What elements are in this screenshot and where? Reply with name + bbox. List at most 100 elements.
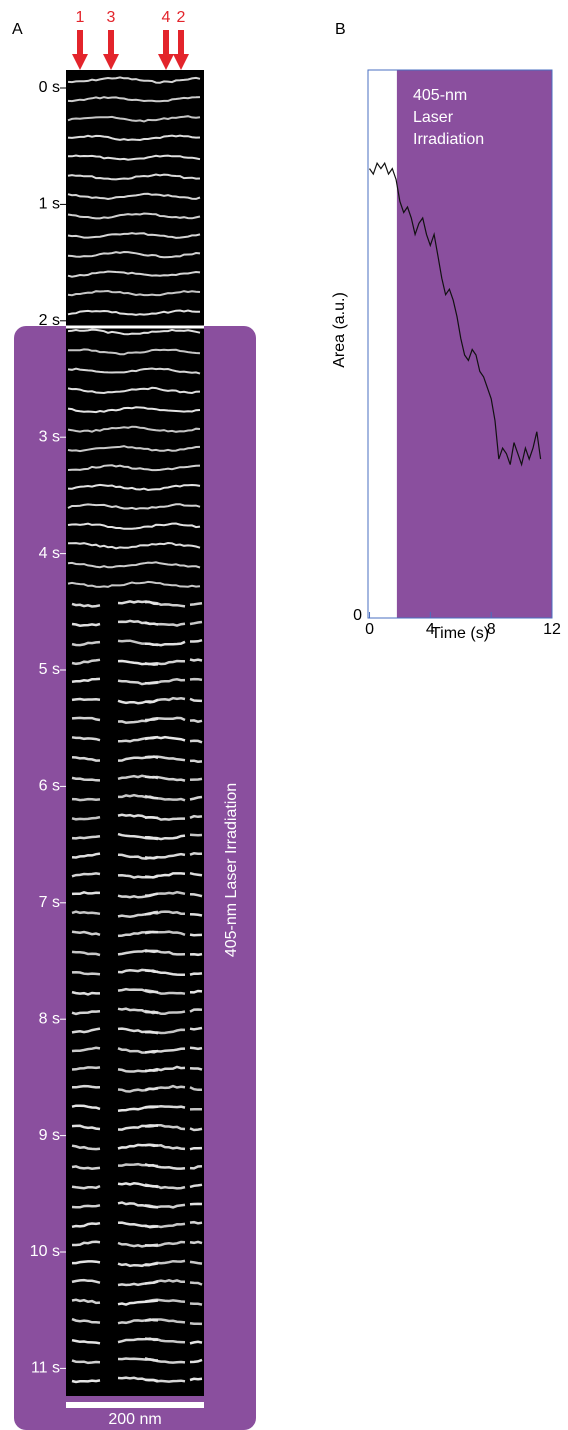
- kymograph-trace: [71, 872, 101, 878]
- kymograph-trace: [144, 1337, 186, 1344]
- kymograph-trace: [189, 777, 203, 782]
- arrow-label: 1: [76, 9, 85, 26]
- kymograph-trace: [189, 972, 203, 976]
- kymograph-trace: [67, 250, 201, 259]
- annotation: Irradiation: [413, 131, 484, 148]
- kymograph-trace: [71, 1317, 101, 1324]
- kymograph-trace: [71, 1084, 101, 1089]
- kymograph-trace: [189, 893, 203, 898]
- kymograph-trace: [189, 602, 203, 606]
- kymograph-trace: [67, 483, 201, 492]
- kymograph-trace: [71, 1046, 101, 1053]
- time-label: 9 s: [39, 1127, 60, 1144]
- kymograph-trace: [189, 1358, 203, 1364]
- kymograph-trace: [144, 735, 186, 742]
- kymograph-trace: [68, 541, 201, 550]
- kymograph-trace: [144, 1047, 186, 1054]
- kymograph-trace: [67, 96, 201, 103]
- kymograph-trace: [67, 76, 201, 84]
- kymograph-trace: [71, 1027, 101, 1034]
- kymograph-trace: [71, 658, 101, 666]
- kymograph-trace: [189, 1046, 203, 1051]
- kymograph-trace: [68, 348, 201, 356]
- kymograph-trace: [71, 835, 101, 840]
- kymograph-trace: [144, 1378, 186, 1383]
- kymograph-trace: [71, 1379, 101, 1384]
- time-label: 10 s: [30, 1243, 60, 1260]
- kymograph-trace: [71, 1184, 101, 1190]
- kymograph-trace: [144, 930, 186, 936]
- kymograph-trace: [189, 852, 202, 856]
- kymograph-trace: [67, 270, 201, 278]
- kymograph-trace: [71, 755, 101, 762]
- kymograph-trace: [67, 580, 201, 588]
- kymograph-trace: [71, 776, 101, 782]
- panel-label: A: [12, 21, 23, 38]
- time-label: 3 s: [39, 428, 60, 445]
- kymograph-trace: [144, 1065, 186, 1072]
- arrow: [103, 30, 119, 70]
- kymograph-trace: [189, 1322, 203, 1326]
- kymograph-trace: [72, 1240, 101, 1247]
- arrow-label: 3: [107, 9, 116, 26]
- kymograph-trace: [144, 600, 186, 608]
- kymograph-trace: [71, 1165, 101, 1170]
- kymograph-trace: [189, 620, 203, 626]
- annotation: Laser: [413, 109, 454, 126]
- kymograph-trace: [144, 852, 186, 860]
- kymograph-trace: [189, 759, 203, 763]
- kymograph-trace: [144, 988, 186, 995]
- kymograph-trace: [144, 1009, 186, 1016]
- kymograph-trace: [144, 1318, 186, 1324]
- x-tick-label: 4: [426, 621, 435, 638]
- kymograph-trace: [71, 1124, 101, 1131]
- kymograph-trace: [144, 659, 186, 666]
- kymograph-trace: [189, 1066, 203, 1071]
- kymograph-trace: [71, 890, 101, 896]
- kymograph-trace: [189, 1008, 203, 1013]
- kymograph-trace: [189, 913, 203, 917]
- kymograph-trace: [67, 309, 201, 316]
- kymograph-trace: [189, 952, 203, 957]
- kymograph-trace: [71, 736, 101, 742]
- kymograph-trace: [71, 1010, 101, 1016]
- time-label: 0 s: [39, 79, 60, 96]
- kymograph-trace: [71, 990, 100, 996]
- kymograph-trace: [144, 1028, 186, 1035]
- kymograph-trace: [144, 716, 186, 722]
- kymograph-trace: [144, 949, 186, 956]
- kymograph-trace: [71, 716, 101, 722]
- kymograph-trace: [67, 134, 201, 142]
- kymograph-trace: [71, 797, 101, 802]
- kymograph-trace: [67, 561, 201, 569]
- kymograph-trace: [71, 640, 101, 647]
- kymograph-trace: [144, 890, 186, 897]
- kymograph-trace: [189, 719, 203, 723]
- arrow-label: 2: [177, 9, 186, 26]
- arrow: [72, 30, 88, 70]
- kymograph-trace: [67, 522, 201, 530]
- kymograph-trace: [144, 678, 186, 685]
- time-label: 5 s: [39, 661, 60, 678]
- kymograph-trace: [189, 1127, 203, 1132]
- kymograph-trace: [71, 930, 101, 936]
- kymograph-trace: [67, 445, 201, 453]
- kymograph-trace: [189, 658, 203, 662]
- time-label: 1 s: [39, 196, 60, 213]
- kymograph-trace: [67, 367, 201, 375]
- kymograph-trace: [67, 115, 201, 123]
- annotation: 405-nm: [413, 87, 467, 104]
- kymograph-trace: [189, 933, 203, 937]
- kymograph-trace: [67, 503, 201, 511]
- kymograph-trace: [144, 1298, 186, 1304]
- kymograph-trace: [71, 852, 101, 859]
- kymograph-trace: [189, 1340, 203, 1345]
- kymograph-trace: [144, 1259, 186, 1267]
- kymograph-trace: [67, 173, 201, 181]
- kymograph-trace: [189, 1086, 203, 1092]
- kymograph-trace: [67, 212, 201, 220]
- kymograph-trace: [71, 910, 101, 916]
- kymograph-trace: [67, 232, 201, 239]
- x-tick-label: 12: [543, 621, 561, 638]
- arrow: [173, 30, 189, 70]
